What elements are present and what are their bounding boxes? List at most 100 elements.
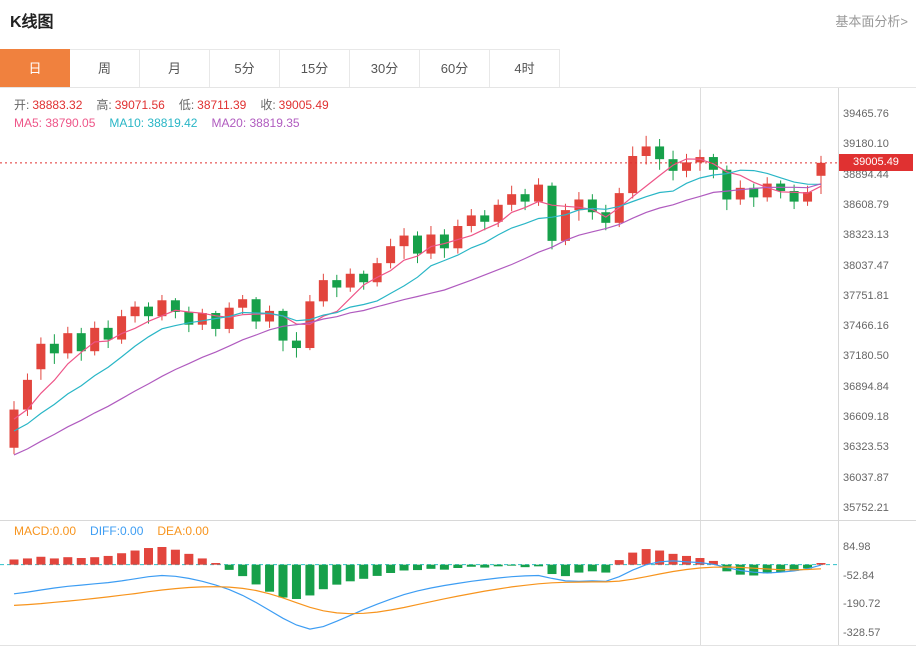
readout-item: 低: 38711.39 xyxy=(178,98,247,112)
candle xyxy=(574,192,584,221)
candle-body xyxy=(735,187,745,200)
candle xyxy=(426,226,436,259)
axis-label: 37180.50 xyxy=(843,350,889,363)
candle-body xyxy=(345,273,355,288)
candle-body xyxy=(318,280,328,302)
tab-4时[interactable]: 4时 xyxy=(490,49,560,87)
candle-body xyxy=(63,333,73,354)
candle xyxy=(184,306,194,333)
page-title: K线图 xyxy=(10,14,54,31)
macd-bar xyxy=(803,564,813,569)
candle xyxy=(318,273,328,307)
macd-bar xyxy=(601,564,611,573)
macd-bar xyxy=(386,564,396,573)
candle-body xyxy=(493,204,503,222)
tab-日[interactable]: 日 xyxy=(0,49,70,87)
candle-body xyxy=(117,316,127,340)
candle-body xyxy=(749,187,759,198)
macd-bar xyxy=(614,560,624,565)
macd-bar xyxy=(587,564,597,572)
tab-月[interactable]: 月 xyxy=(140,49,210,87)
tab-5分[interactable]: 5分 xyxy=(210,49,280,87)
readout-item: 收: 39005.49 xyxy=(260,98,329,112)
macd-bar xyxy=(157,546,167,565)
candle-body xyxy=(144,306,153,317)
macd-bar xyxy=(413,564,422,571)
tab-15分[interactable]: 15分 xyxy=(280,49,350,87)
current-price-tag: 39005.49 xyxy=(839,154,913,172)
candles-layer xyxy=(9,135,826,455)
readout-item: DIFF:0.00 xyxy=(90,524,144,538)
macd-bar xyxy=(655,550,665,565)
candle xyxy=(63,326,73,359)
candle xyxy=(520,188,530,211)
macd-bar xyxy=(170,549,180,565)
axis-label: 39180.10 xyxy=(843,138,889,151)
candle xyxy=(359,270,369,290)
ohlc-readout: 开: 38883.32 高: 39071.56 低: 38711.39 收: 39005.49 xyxy=(14,96,343,113)
axis-label: 36894.84 xyxy=(843,380,889,393)
macd-bar xyxy=(816,563,826,565)
readout-item: MACD:0.00 xyxy=(14,524,77,538)
readout-item: MA5: 38790.05 xyxy=(14,116,96,130)
candle xyxy=(238,294,248,315)
macd-bar xyxy=(197,558,207,565)
macd-bar xyxy=(453,564,463,568)
candle-body xyxy=(682,162,691,171)
candle xyxy=(560,203,570,246)
macd-bar xyxy=(480,564,490,568)
axis-label: 36323.53 xyxy=(843,441,889,454)
macd-bar xyxy=(318,564,328,590)
candle-body xyxy=(587,199,597,213)
candle xyxy=(170,298,180,319)
candle-body xyxy=(211,313,221,329)
candle xyxy=(816,155,826,195)
macd-bar xyxy=(372,564,382,576)
macd-bar xyxy=(520,564,530,568)
candle-body xyxy=(480,215,490,222)
macd-bar xyxy=(332,564,342,585)
macd-bar xyxy=(224,564,234,570)
tab-周[interactable]: 周 xyxy=(70,49,140,87)
candle-body xyxy=(520,194,530,202)
candle xyxy=(399,228,409,259)
fundamental-analysis-link[interactable]: 基本面分析> xyxy=(835,14,908,29)
candle-body xyxy=(130,306,140,317)
tab-30分[interactable]: 30分 xyxy=(350,49,420,87)
macd-bar xyxy=(184,553,194,565)
macd-bar xyxy=(103,555,113,565)
candle xyxy=(722,165,732,211)
readout-item: 开: 38883.32 xyxy=(14,98,83,112)
macd-bar xyxy=(439,564,449,570)
candle xyxy=(789,184,799,210)
candle xyxy=(628,146,638,199)
candle-body xyxy=(36,343,46,370)
candle xyxy=(332,274,342,298)
candle-body xyxy=(265,310,275,322)
macd-bar xyxy=(117,553,127,565)
candle-body xyxy=(507,194,517,205)
candle-body xyxy=(157,300,167,317)
macd-bar xyxy=(789,564,799,571)
axis-label: 36609.18 xyxy=(843,411,889,424)
macd-bar xyxy=(9,559,19,565)
candle xyxy=(76,327,86,361)
ma20-line xyxy=(13,183,822,456)
ma10-line xyxy=(13,169,822,432)
tab-60分[interactable]: 60分 xyxy=(420,49,490,87)
chart-area[interactable]: 开: 38883.32 高: 39071.56 低: 38711.39 收: 39005.49… xyxy=(0,88,916,646)
candle xyxy=(197,308,207,330)
candle xyxy=(762,177,772,202)
macd-bar xyxy=(265,564,275,592)
macd-bar xyxy=(63,557,73,565)
candle-body xyxy=(90,327,100,352)
macd-readout: MACD:0.00 DIFF:0.00 DEA:0.00 xyxy=(14,524,223,538)
candle xyxy=(345,268,355,292)
candle-body xyxy=(291,340,301,349)
ma-readout: MA5: 38790.05 MA10: 38819.42 MA20: 38819.3… xyxy=(14,116,314,130)
candle-body xyxy=(22,379,32,410)
macd-bar xyxy=(547,564,557,575)
macd-bar xyxy=(278,564,288,598)
macd-bar xyxy=(76,558,86,565)
